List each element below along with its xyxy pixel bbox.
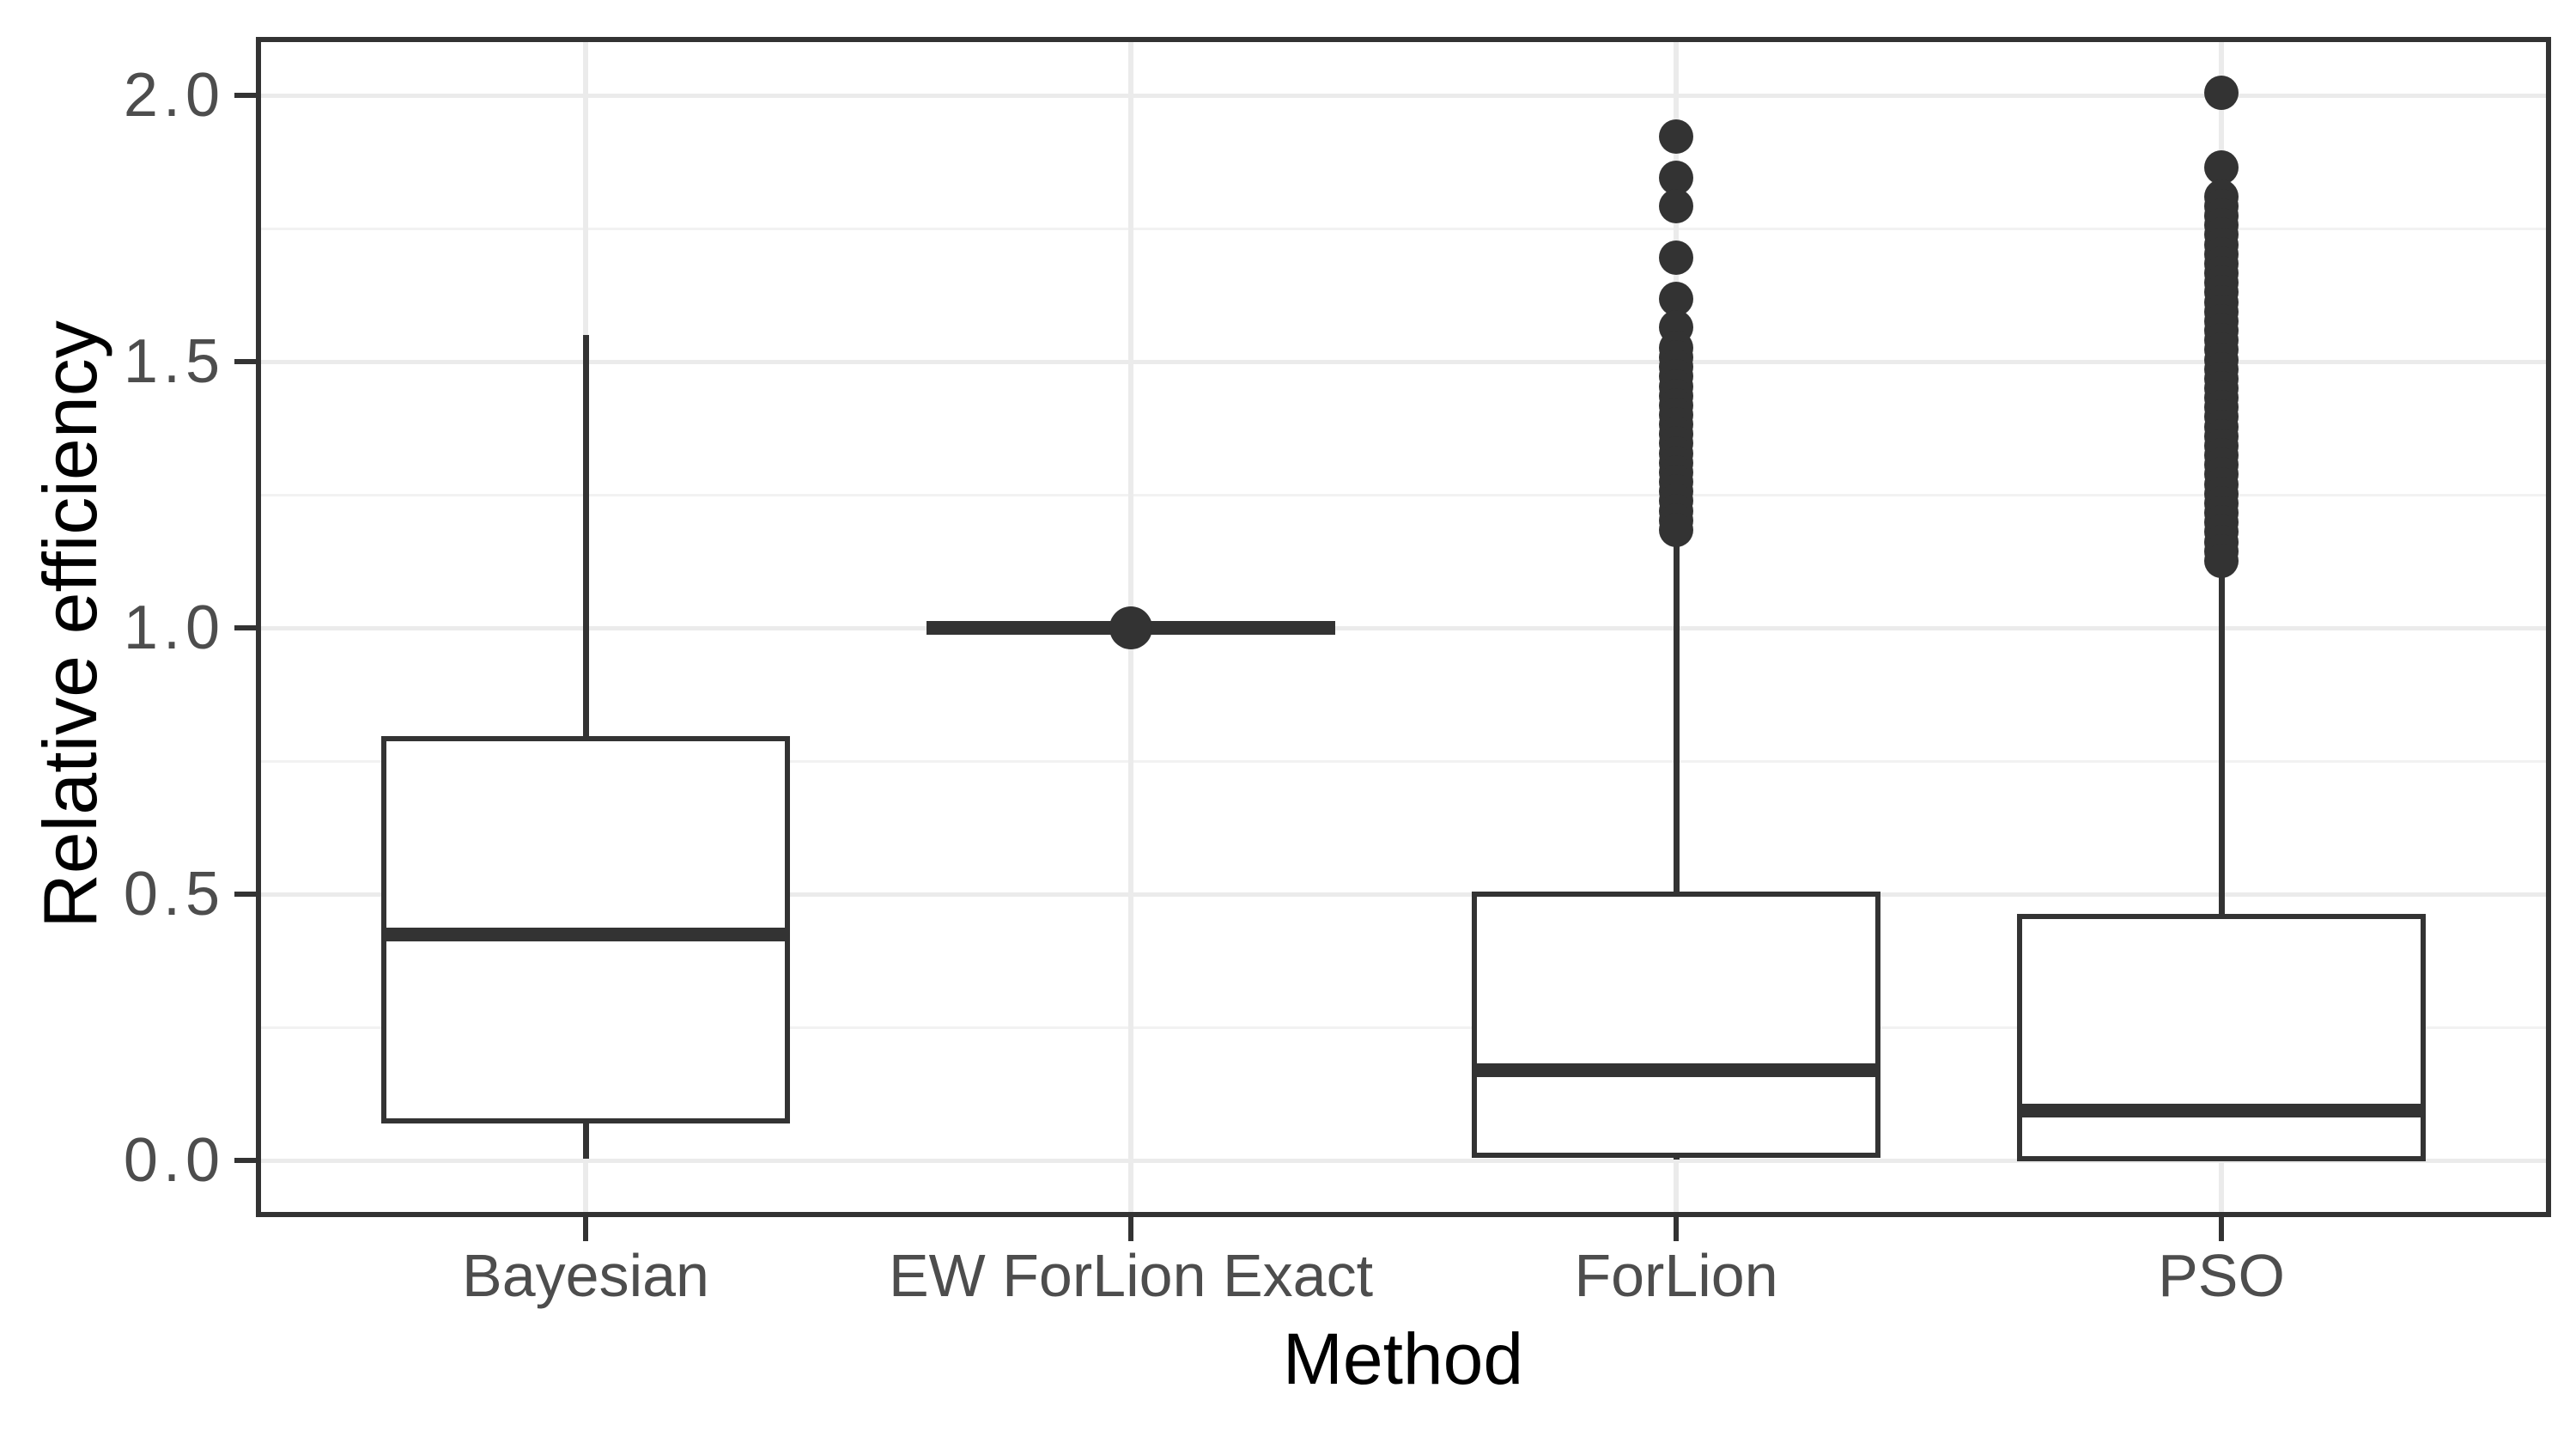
gridline-major-horizontal (261, 360, 2546, 364)
gridline-minor-horizontal (261, 760, 2546, 763)
x-axis-tick-label-forlion: ForLion (1574, 1242, 1778, 1309)
y-axis-tick (234, 93, 257, 98)
y-axis-tick-label: 1.0 (123, 594, 225, 662)
x-axis-tick-label-ew-forlion-exact: EW ForLion Exact (888, 1242, 1374, 1309)
x-axis-tick-label-pso: PSO (2158, 1242, 2285, 1309)
outlier-dot (2204, 543, 2239, 578)
boxplot-whisker (1673, 540, 1680, 1160)
x-axis-tick (2219, 1217, 2224, 1241)
gridline-major-horizontal (261, 626, 2546, 630)
gridline-major-horizontal (261, 892, 2546, 897)
boxplot-median (2016, 1103, 2427, 1117)
outlier-dot (1659, 188, 1693, 223)
outlier-dot (2204, 149, 2239, 185)
gridline-minor-horizontal (261, 1026, 2546, 1029)
y-axis-tick (234, 892, 257, 897)
boxplot-box (2016, 914, 2427, 1162)
x-axis-tick-label-bayesian: Bayesian (462, 1242, 709, 1309)
gridline-major-horizontal (261, 1159, 2546, 1163)
boxplot-median (380, 928, 791, 942)
y-axis-tick (234, 625, 257, 630)
boxplot-whisker (2218, 575, 2225, 1160)
y-axis-title: Relative efficiency (27, 320, 112, 929)
y-axis-tick (234, 1158, 257, 1163)
outlier-dot (1109, 606, 1152, 649)
y-axis-tick-label: 0.5 (123, 860, 225, 929)
outlier-dot (2204, 75, 2239, 110)
y-axis-tick-label: 2.0 (123, 61, 225, 130)
x-axis-title: Method (1282, 1318, 1524, 1399)
outlier-dot (1659, 240, 1693, 276)
y-axis-tick-label: 0.0 (123, 1126, 225, 1195)
y-axis-tick-label: 1.5 (123, 327, 225, 396)
outlier-dot (1659, 119, 1693, 154)
x-axis-tick (583, 1217, 588, 1241)
boxplot-median (1471, 1063, 1881, 1078)
x-axis-tick (1128, 1217, 1133, 1241)
gridline-major-horizontal (261, 94, 2546, 98)
gridline-minor-horizontal (261, 494, 2546, 496)
x-axis-tick (1674, 1217, 1679, 1241)
gridline-minor-horizontal (261, 228, 2546, 230)
y-axis-tick (234, 359, 257, 364)
outlier-dot (1659, 512, 1693, 547)
boxplot-box (1471, 892, 1881, 1158)
